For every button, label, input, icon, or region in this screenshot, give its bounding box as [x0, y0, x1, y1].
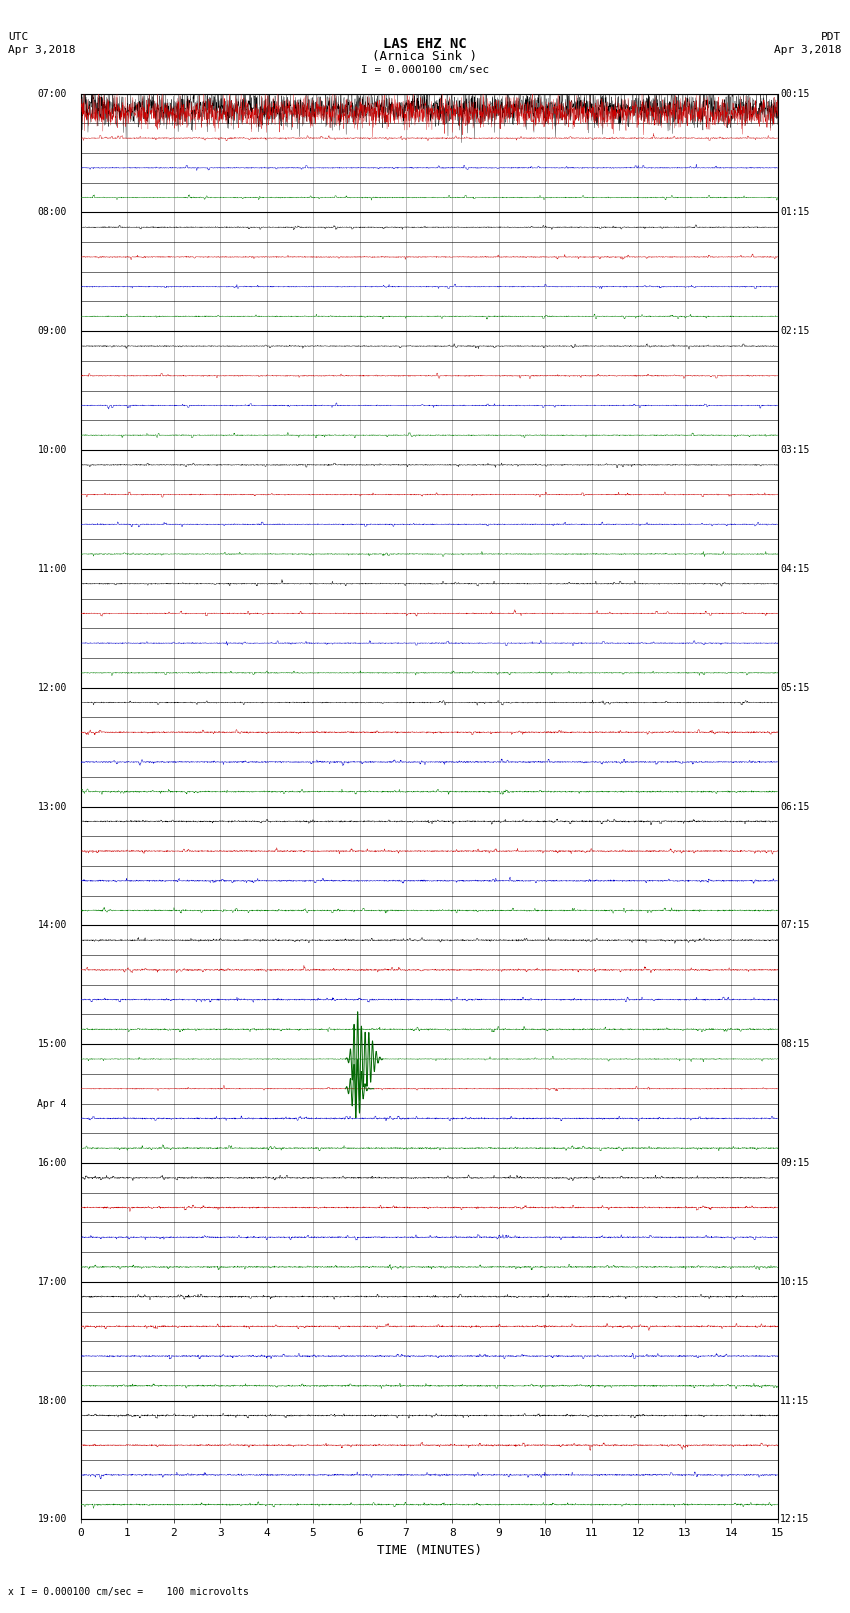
- Text: 16:00: 16:00: [37, 1158, 67, 1168]
- Text: 06:15: 06:15: [780, 802, 809, 811]
- Text: Apr 3,2018: Apr 3,2018: [774, 45, 842, 55]
- Text: 02:15: 02:15: [780, 326, 809, 336]
- Text: 05:15: 05:15: [780, 682, 809, 692]
- Text: UTC: UTC: [8, 32, 29, 42]
- Text: 09:15: 09:15: [780, 1158, 809, 1168]
- Text: 12:15: 12:15: [780, 1515, 809, 1524]
- Text: 07:00: 07:00: [37, 89, 67, 98]
- Text: 03:15: 03:15: [780, 445, 809, 455]
- Text: 10:00: 10:00: [37, 445, 67, 455]
- Text: 04:15: 04:15: [780, 565, 809, 574]
- Text: I = 0.000100 cm/sec: I = 0.000100 cm/sec: [361, 65, 489, 74]
- Text: 15:00: 15:00: [37, 1039, 67, 1048]
- Text: 10:15: 10:15: [780, 1277, 809, 1287]
- Text: 08:00: 08:00: [37, 208, 67, 218]
- Text: 11:00: 11:00: [37, 565, 67, 574]
- Text: PDT: PDT: [821, 32, 842, 42]
- Text: 13:00: 13:00: [37, 802, 67, 811]
- Text: x I = 0.000100 cm/sec =    100 microvolts: x I = 0.000100 cm/sec = 100 microvolts: [8, 1587, 249, 1597]
- Text: 12:00: 12:00: [37, 682, 67, 692]
- X-axis label: TIME (MINUTES): TIME (MINUTES): [377, 1544, 482, 1557]
- Text: 18:00: 18:00: [37, 1395, 67, 1405]
- Text: 14:00: 14:00: [37, 921, 67, 931]
- Text: 17:00: 17:00: [37, 1277, 67, 1287]
- Text: (Arnica Sink ): (Arnica Sink ): [372, 50, 478, 63]
- Text: 11:15: 11:15: [780, 1395, 809, 1405]
- Text: 07:15: 07:15: [780, 921, 809, 931]
- Text: Apr 3,2018: Apr 3,2018: [8, 45, 76, 55]
- Text: LAS EHZ NC: LAS EHZ NC: [383, 37, 467, 52]
- Text: 19:00: 19:00: [37, 1515, 67, 1524]
- Text: 08:15: 08:15: [780, 1039, 809, 1048]
- Text: 01:15: 01:15: [780, 208, 809, 218]
- Text: 00:15: 00:15: [780, 89, 809, 98]
- Text: 09:00: 09:00: [37, 326, 67, 336]
- Text: Apr 4: Apr 4: [37, 1098, 67, 1108]
